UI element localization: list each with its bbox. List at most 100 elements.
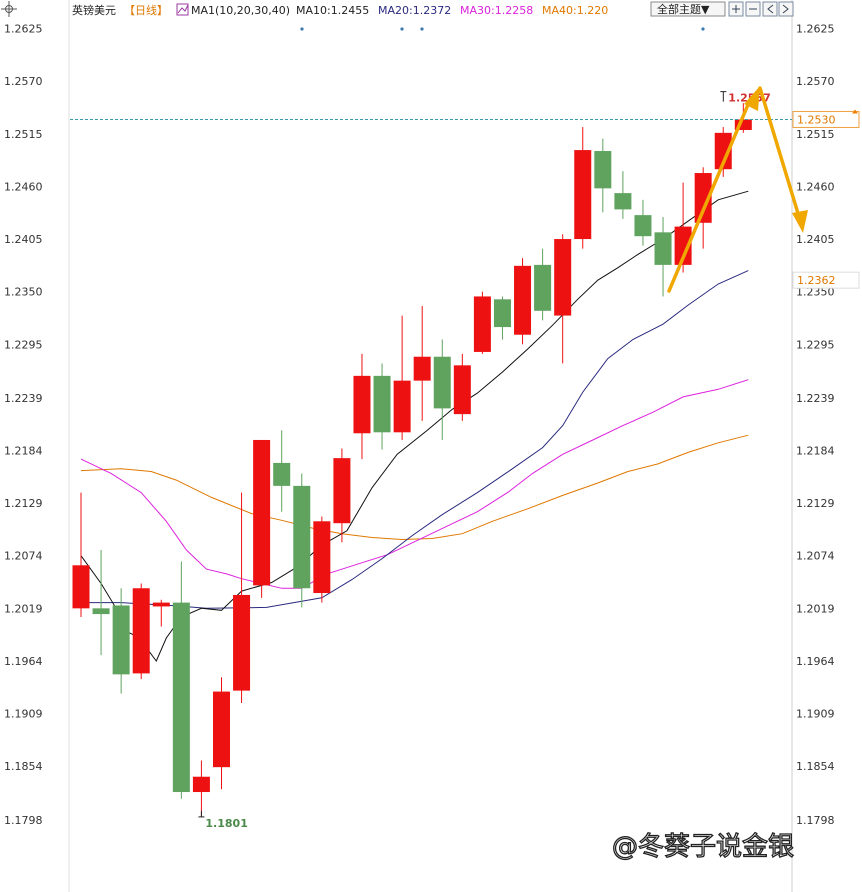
candle-body — [694, 173, 712, 223]
candle[interactable] — [92, 549, 110, 656]
y-tick-label-right: 1.1798 — [796, 814, 835, 827]
candle-body — [353, 375, 371, 434]
candle[interactable] — [172, 561, 190, 799]
ma-indicator-label[interactable]: MA1(10,20,30,40) — [191, 4, 290, 17]
ma-toggle-icon[interactable] — [176, 3, 189, 16]
candle[interactable] — [433, 339, 451, 440]
event-dot[interactable] — [300, 27, 304, 31]
candle-body — [514, 265, 532, 335]
forecast-down-arrow — [758, 86, 802, 222]
y-tick-label-right: 1.2184 — [796, 444, 835, 457]
event-dot[interactable] — [420, 27, 424, 31]
ma40-line — [80, 434, 749, 541]
event-dot[interactable] — [400, 27, 404, 31]
candle[interactable] — [293, 473, 311, 608]
y-tick-label-left: 1.2515 — [4, 128, 43, 141]
candle[interactable] — [473, 291, 491, 354]
candle-body — [393, 380, 411, 433]
y-tick-label-right: 1.2239 — [796, 392, 835, 405]
event-dot[interactable] — [701, 27, 705, 31]
candle[interactable] — [514, 258, 532, 345]
candle[interactable] — [72, 492, 90, 617]
candle-body — [313, 521, 331, 594]
y-tick-label-left: 1.2295 — [4, 338, 43, 351]
candle-body — [734, 119, 752, 130]
period-label[interactable]: 【日线】 — [124, 3, 168, 17]
y-tick-label-right: 1.2129 — [796, 497, 835, 510]
candle[interactable] — [534, 248, 552, 321]
candle[interactable] — [594, 138, 612, 213]
candle-body — [92, 608, 110, 615]
candle-body — [453, 365, 471, 415]
next-icon[interactable] — [778, 1, 794, 17]
candle[interactable] — [634, 199, 652, 246]
y-tick-label-left: 1.2570 — [4, 75, 43, 88]
candle[interactable] — [493, 296, 511, 340]
candle[interactable] — [654, 217, 672, 297]
candle-body — [714, 132, 732, 170]
y-tick-label-right: 1.1964 — [796, 655, 835, 668]
ma-toggle-glyph — [177, 4, 189, 14]
y-tick-label-right: 1.1854 — [796, 760, 835, 773]
current-price-box — [792, 110, 860, 128]
candle[interactable] — [253, 439, 271, 598]
symbol-label: 英镑美元 — [72, 3, 116, 17]
y-tick-label-left: 1.1854 — [4, 760, 43, 773]
y-tick-label-left: 1.2625 — [4, 23, 43, 36]
theme-button[interactable]: 全部主题▼ — [650, 1, 726, 17]
candle-body — [493, 299, 511, 328]
y-tick-label-left: 1.2074 — [4, 550, 43, 563]
y-tick-label-left: 1.1798 — [4, 814, 43, 827]
candle[interactable] — [333, 448, 351, 543]
candle[interactable] — [393, 315, 411, 440]
ma-level-label: 1.2362 — [797, 274, 836, 287]
y-tick-label-left: 1.2405 — [4, 233, 43, 246]
forecast-up-arrowhead-icon — [744, 86, 760, 111]
candle[interactable] — [453, 353, 471, 421]
y-tick-label-left: 1.2239 — [4, 392, 43, 405]
current-price-marker-icon — [852, 109, 858, 114]
low-label: 1.1801 — [205, 817, 247, 830]
y-tick-label-left: 1.2019 — [4, 602, 43, 615]
candle[interactable] — [413, 306, 431, 421]
y-tick-label-left: 1.1964 — [4, 655, 43, 668]
candle-body — [212, 691, 230, 768]
candle-body — [112, 605, 130, 675]
shrink-icon[interactable] — [745, 1, 761, 17]
candle-body — [373, 375, 391, 433]
ma10-label: MA10:1.2455 — [296, 4, 369, 17]
candle[interactable] — [353, 353, 371, 460]
candles — [72, 103, 752, 817]
candle-body — [172, 602, 190, 793]
candle-body — [333, 458, 351, 524]
candle[interactable] — [273, 430, 291, 512]
candle[interactable] — [132, 583, 150, 680]
expand-icon[interactable] — [728, 1, 744, 17]
ma-level-box — [792, 271, 860, 289]
candle[interactable] — [614, 171, 632, 219]
forecast-up-arrow — [667, 98, 752, 293]
ma20-line — [81, 270, 749, 609]
candle[interactable] — [373, 363, 391, 450]
candle[interactable] — [313, 516, 331, 603]
candle[interactable] — [192, 760, 210, 817]
candle[interactable] — [112, 588, 130, 694]
candle[interactable] — [212, 677, 230, 790]
candle[interactable] — [574, 127, 592, 249]
candle-body — [433, 356, 451, 409]
candle[interactable] — [233, 492, 251, 704]
y-tick-label-left: 1.2184 — [4, 444, 43, 457]
candle[interactable] — [554, 234, 572, 364]
candle[interactable] — [152, 599, 170, 627]
candle-body — [674, 226, 692, 265]
prev-icon[interactable] — [762, 1, 778, 17]
candle-body — [132, 588, 150, 674]
watermark: @冬葵子说金银 — [612, 832, 794, 862]
candle[interactable] — [714, 127, 732, 177]
crosshair-icon[interactable] — [1, 1, 17, 17]
candle-body — [273, 462, 291, 486]
y-tick-label-right: 1.2405 — [796, 233, 835, 246]
